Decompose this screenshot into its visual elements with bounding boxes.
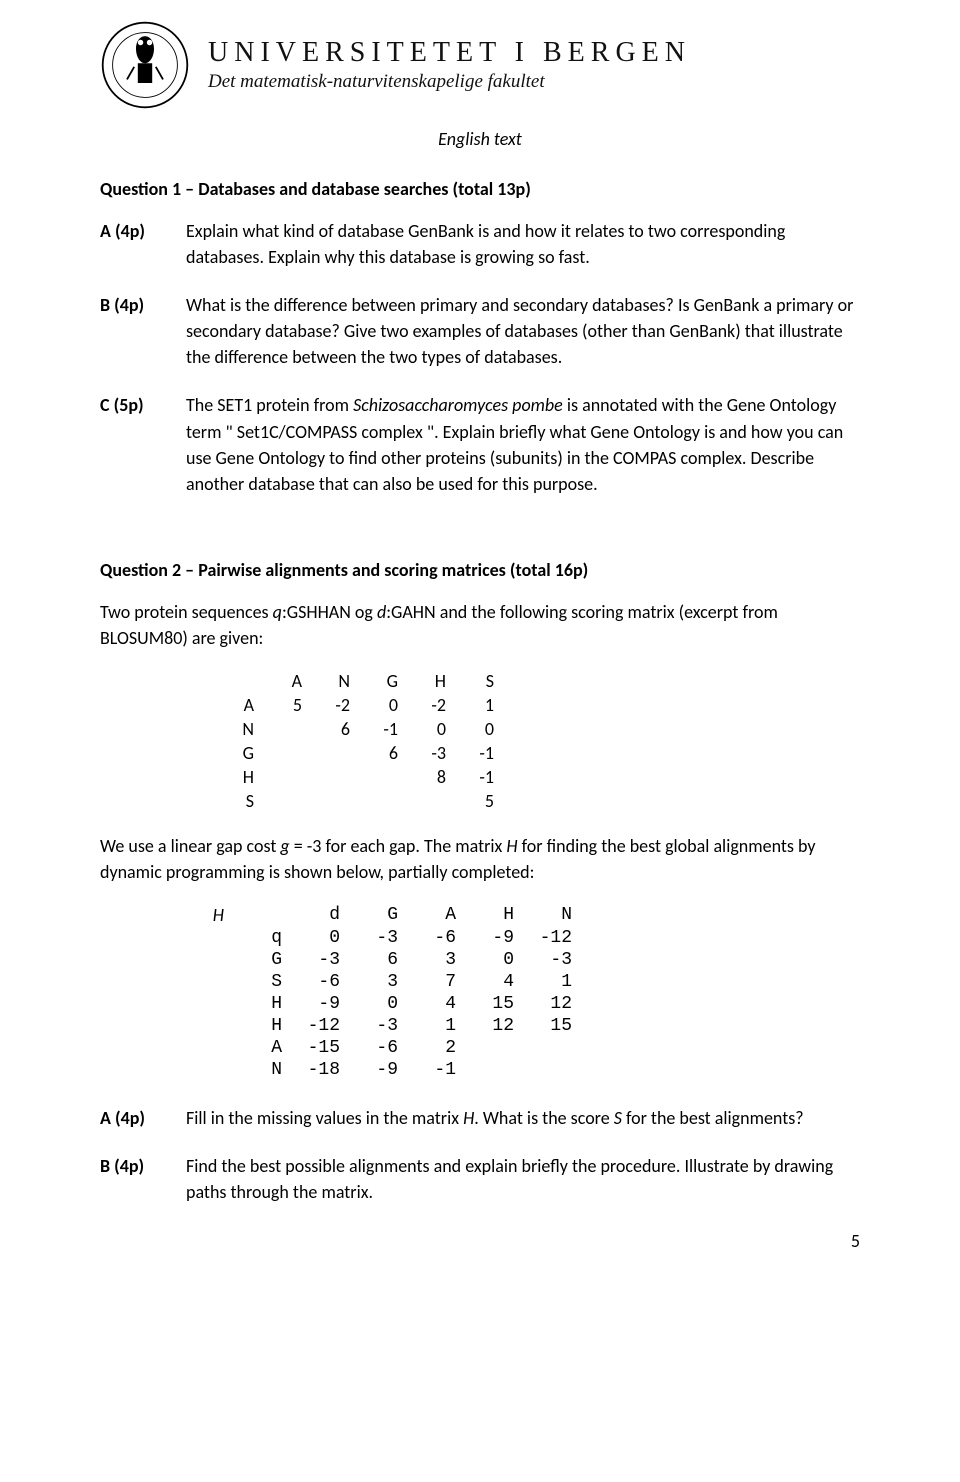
question-2-title: Question 2 – Pairwise alignments and sco…: [100, 559, 860, 581]
faculty-name: Det matematisk-naturvitenskapelige fakul…: [208, 71, 691, 93]
q1-part-b: B (4p) What is the difference between pr…: [100, 292, 860, 370]
dp-matrix: HdGAHNq0-3-6-9-12G-3630-3S-63741H-904151…: [170, 903, 860, 1081]
question-1-title: Question 1 – Databases and database sear…: [100, 178, 860, 200]
q2-part-b: B (4p) Find the best possible alignments…: [100, 1153, 860, 1205]
english-text-label: English text: [100, 128, 860, 150]
page-number: 5: [100, 1230, 860, 1252]
university-seal-icon: [100, 20, 190, 110]
part-label: A (4p): [100, 1105, 156, 1131]
part-body: Find the best possible alignments and ex…: [186, 1153, 860, 1205]
part-label: C (5p): [100, 392, 156, 496]
part-label: B (4p): [100, 292, 156, 370]
q1-part-a: A (4p) Explain what kind of database Gen…: [100, 218, 860, 270]
part-body: The SET1 protein from Schizosaccharomyce…: [186, 392, 860, 496]
blosum-matrix: ANGHSA5-20-21N6-100G6-3-1H8-1S5: [210, 669, 860, 813]
q1-part-c: C (5p) The SET1 protein from Schizosacch…: [100, 392, 860, 496]
university-name: UNIVERSITETET I BERGEN: [208, 37, 691, 69]
q2-intro: Two protein sequences q:GSHHAN og d:GAHN…: [100, 599, 860, 651]
page-header: UNIVERSITETET I BERGEN Det matematisk-na…: [100, 20, 860, 110]
part-label: B (4p): [100, 1153, 156, 1205]
part-label: A (4p): [100, 218, 156, 270]
q2-part-a: A (4p) Fill in the missing values in the…: [100, 1105, 860, 1131]
part-body: What is the difference between primary a…: [186, 292, 860, 370]
q2-gap-text: We use a linear gap cost g = -3 for each…: [100, 833, 860, 885]
part-body: Fill in the missing values in the matrix…: [186, 1105, 860, 1131]
part-body: Explain what kind of database GenBank is…: [186, 218, 860, 270]
